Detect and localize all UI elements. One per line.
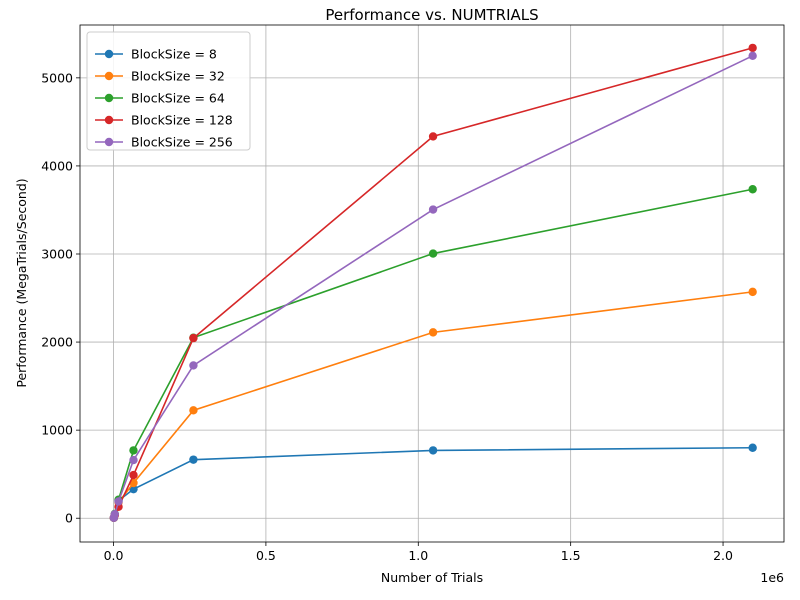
data-point: [129, 470, 138, 480]
x-axis-label: Number of Trials: [381, 570, 483, 585]
x-axis-offset-label: 1e6: [760, 570, 784, 585]
y-tick-label: 3000: [41, 246, 73, 261]
data-point: [428, 249, 438, 258]
legend-marker: [104, 71, 114, 81]
legend-label: BlockSize = 8: [131, 47, 217, 62]
data-point: [748, 287, 757, 297]
legend-label: BlockSize = 32: [131, 69, 225, 84]
series-lines: [109, 43, 757, 522]
data-point: [189, 361, 198, 370]
x-axis: 0.0 0.5 1.0 1.5 2.0: [104, 542, 733, 563]
legend-label: BlockSize = 256: [131, 135, 233, 150]
data-point: [189, 406, 198, 415]
legend-marker: [104, 93, 114, 103]
y-axis-label: Performance (MegaTrials/Second): [14, 178, 29, 387]
data-point: [114, 497, 123, 506]
plot-frame: [79, 24, 785, 543]
data-point: [129, 484, 138, 494]
data-point: [748, 185, 757, 194]
data-point: [428, 205, 438, 214]
x-tick-label: 0.0: [104, 548, 124, 563]
data-point: [189, 333, 198, 343]
data-point: [129, 455, 138, 465]
chart-title: Performance vs. NUMTRIALS: [325, 6, 538, 24]
legend-frame: [86, 31, 251, 151]
legend: BlockSize = 8 BlockSize = 32 BlockSize = 6…: [86, 31, 251, 151]
data-point: [748, 443, 757, 452]
y-tick-label: 0: [65, 511, 73, 526]
grid: [80, 25, 784, 542]
x-tick-label: 0.5: [256, 548, 276, 563]
x-tick-label: 2.0: [713, 548, 733, 563]
legend-marker: [104, 137, 114, 147]
y-tick-label: 2000: [41, 335, 73, 350]
legend-marker: [104, 115, 114, 125]
y-axis: 0 1000 2000 3000 4000 5000: [41, 70, 80, 526]
legend-marker: [104, 49, 114, 59]
y-tick-label: 1000: [41, 423, 73, 438]
x-tick-label: 1.0: [408, 548, 428, 563]
data-point: [748, 43, 757, 53]
data-point: [428, 132, 438, 141]
x-tick-label: 1.5: [561, 548, 581, 563]
legend-label: BlockSize = 128: [131, 113, 233, 128]
data-point: [428, 328, 438, 337]
data-point: [129, 446, 138, 455]
y-tick-label: 5000: [41, 70, 73, 85]
legend-label: BlockSize = 64: [131, 91, 225, 106]
data-point: [110, 510, 119, 519]
data-point: [748, 51, 757, 61]
y-tick-label: 4000: [41, 158, 73, 173]
data-point: [428, 446, 438, 455]
data-point: [189, 455, 198, 464]
